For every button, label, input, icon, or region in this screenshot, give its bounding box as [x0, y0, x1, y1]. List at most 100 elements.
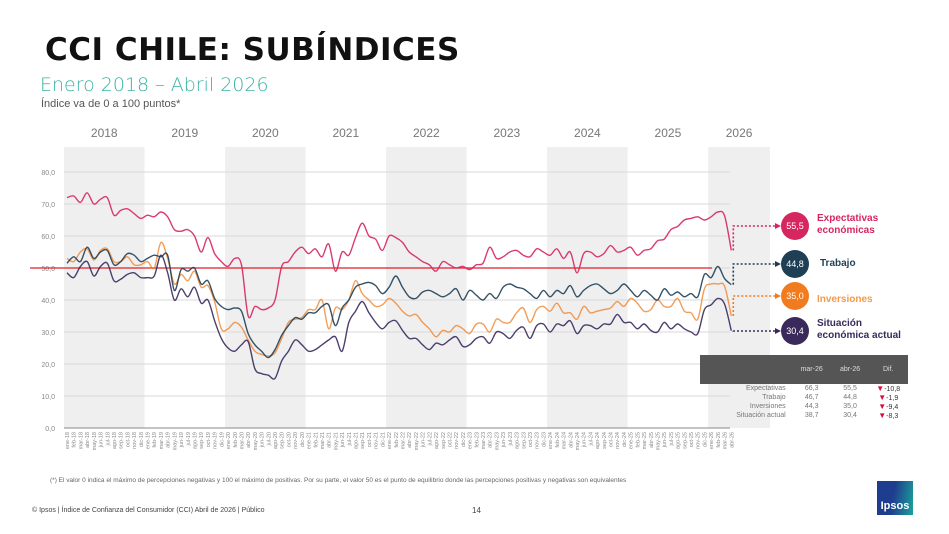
legend-value-circle: 30,4: [781, 317, 809, 345]
x-tick-label: ene-20: [226, 432, 232, 449]
legend-label: Situación económica actual: [817, 318, 901, 341]
arrow-icon: [775, 293, 781, 299]
x-tick-label: may-18: [92, 432, 98, 450]
x-tick-label: mar-23: [481, 432, 487, 449]
legend-label: Expectativas económicas: [817, 213, 879, 236]
footnote: (*) El valor 0 indica el máximo de perce…: [50, 477, 627, 484]
x-tick-label: feb-25: [635, 432, 641, 448]
summary-header-mar: mar-26: [791, 355, 832, 384]
y-tick-label: 60,0: [41, 234, 55, 241]
y-tick-label: 50,0: [41, 266, 55, 273]
x-tick-label: sep-22: [441, 432, 447, 449]
row-dif: ▼-8,3: [868, 411, 908, 420]
x-tick-label: abr-22: [407, 432, 413, 448]
x-tick-label: abr-18: [85, 432, 91, 448]
row-abr: 35,0: [843, 403, 857, 410]
x-tick-label: abr-20: [246, 432, 252, 448]
series-line-expectativas-econ-micas: [66, 192, 732, 319]
dif-value: -1,9: [886, 395, 899, 402]
table-row: Situación actual 38,7 30,4 ▼-8,3: [700, 411, 908, 420]
row-mar: 46,7: [804, 394, 819, 401]
x-tick-label: mar-22: [401, 432, 407, 449]
legend-label: Inversiones: [817, 294, 873, 305]
triangle-down-icon: ▼: [878, 402, 887, 411]
dif-value: -10,8: [884, 386, 901, 393]
x-tick-label: jul-23: [508, 432, 514, 446]
year-label: 2022: [413, 126, 440, 140]
x-tick-label: feb-20: [233, 432, 239, 448]
y-tick-label: 70,0: [41, 202, 55, 209]
x-tick-label: feb-24: [555, 432, 561, 448]
y-tick-label: 20,0: [41, 362, 55, 369]
x-tick-label: ago-18: [112, 432, 118, 449]
year-label: 2023: [494, 126, 521, 140]
x-tick-label: abr-26: [729, 432, 735, 448]
x-tick-label: ene-19: [146, 432, 152, 449]
x-tick-label: oct-20: [286, 432, 292, 447]
x-tick-label: jun-24: [582, 432, 588, 448]
x-tick-label: nov-23: [535, 432, 541, 449]
year-band: [64, 147, 145, 428]
x-tick-label: jul-22: [427, 432, 433, 446]
legend-value-circle: 44,8: [781, 250, 809, 278]
row-label: Inversiones: [749, 403, 786, 410]
connector-line: [732, 225, 776, 251]
connector-line: [732, 295, 776, 316]
summary-table: mar-26 abr-26 Dif. Expectativas 66,3 55,…: [700, 355, 908, 420]
x-tick-label: feb-18: [72, 432, 78, 448]
gridlines: [64, 171, 730, 429]
x-tick-label: nov-19: [213, 432, 219, 449]
table-row: Expectativas 66,3 55,5 ▼-10,8: [700, 384, 908, 393]
x-tick-label: mar-18: [78, 432, 84, 449]
x-tick-label: ene-25: [629, 432, 635, 449]
table-row: Trabajo 46,7 44,8 ▼-1,9: [700, 393, 908, 402]
x-tick-label: abr-19: [166, 432, 172, 448]
page-number: 14: [472, 506, 481, 515]
x-tick-label: ago-22: [434, 432, 440, 449]
x-tick-label: ago-25: [676, 432, 682, 449]
summary-header-abr: abr-26: [831, 355, 869, 384]
year-label: 2019: [171, 126, 198, 140]
y-tick-label: 40,0: [41, 298, 55, 305]
series-line-trabajo: [66, 246, 732, 359]
page-title: CCI CHILE: SUBÍNDICES: [45, 32, 460, 68]
x-tick-label: jun-21: [340, 432, 346, 448]
x-tick-label: sep-21: [360, 432, 366, 449]
x-tick-label: mar-25: [642, 432, 648, 449]
x-tick-label: oct-18: [125, 432, 131, 447]
y-tick-label: 30,0: [41, 330, 55, 337]
x-tick-label: dic-25: [702, 432, 708, 447]
x-tick-label: dic-22: [461, 432, 467, 447]
row-dif: ▼-9,4: [868, 402, 908, 411]
scale-note: Índice va de 0 a 100 puntos*: [41, 98, 181, 110]
x-tick-label: ene-24: [548, 432, 554, 449]
row-mar: 66,3: [804, 385, 819, 392]
logo-text: Ipsos: [880, 500, 910, 512]
x-tick-label: jun-25: [662, 432, 668, 448]
dif-value: -8,3: [886, 413, 899, 420]
x-tick-label: abr-24: [568, 432, 574, 448]
x-tick-label: feb-19: [152, 432, 158, 448]
x-tick-label: dic-19: [219, 432, 225, 447]
summary-header-blank: [700, 355, 792, 384]
x-tick-label: sep-25: [682, 432, 688, 449]
x-tick-label: mar-19: [159, 432, 165, 449]
x-tick-label: nov-24: [615, 432, 621, 449]
x-tick-label: jul-24: [588, 432, 594, 446]
x-tick-label: nov-25: [696, 432, 702, 449]
dif-value: -9,4: [886, 404, 899, 411]
x-tick-label: ene-23: [468, 432, 474, 449]
x-tick-label: may-20: [253, 432, 259, 450]
x-tick-label: oct-24: [609, 432, 615, 447]
year-band: [225, 147, 306, 428]
x-tick-label: jul-20: [266, 432, 272, 446]
row-mar: 38,7: [804, 412, 819, 419]
row-dif: ▼-10,8: [868, 384, 908, 393]
year-label: 2026: [726, 126, 753, 140]
y-tick-label: 0,0: [45, 426, 55, 433]
x-tick-label: may-24: [575, 432, 581, 450]
row-abr: 55,5: [843, 385, 857, 392]
x-tick-label: ago-21: [354, 432, 360, 449]
year-label: 2024: [574, 126, 601, 140]
